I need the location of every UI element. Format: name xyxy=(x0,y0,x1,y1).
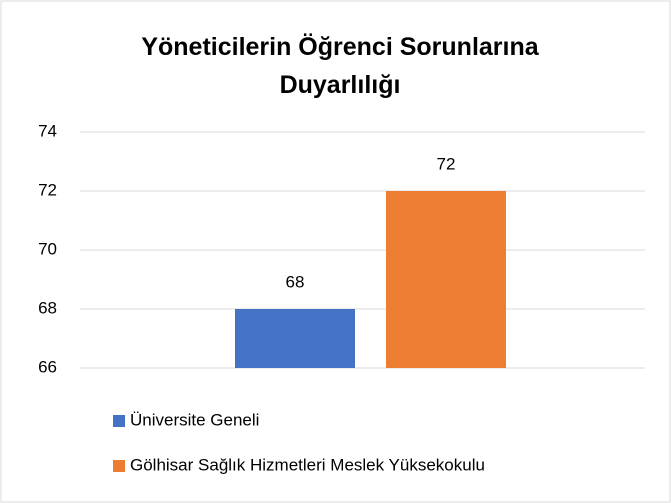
legend-label: Gölhisar Sağlık Hizmetleri Meslek Yüksek… xyxy=(130,455,485,474)
y-tick-label: 74 xyxy=(38,121,57,140)
y-tick-label: 66 xyxy=(38,357,57,376)
data-label: 68 xyxy=(286,272,305,291)
bar xyxy=(235,309,355,368)
bar xyxy=(386,191,506,368)
legend-swatch xyxy=(113,460,125,472)
legend-label: Üniversite Geneli xyxy=(130,410,259,429)
chart-title: Yöneticilerin Öğrenci Sorunlarına Duyarl… xyxy=(141,33,539,99)
y-tick-label: 70 xyxy=(38,239,57,258)
data-label: 72 xyxy=(437,154,456,173)
y-tick-label: 68 xyxy=(38,298,57,317)
legend-swatch xyxy=(113,415,125,427)
y-tick-label: 72 xyxy=(38,180,57,199)
